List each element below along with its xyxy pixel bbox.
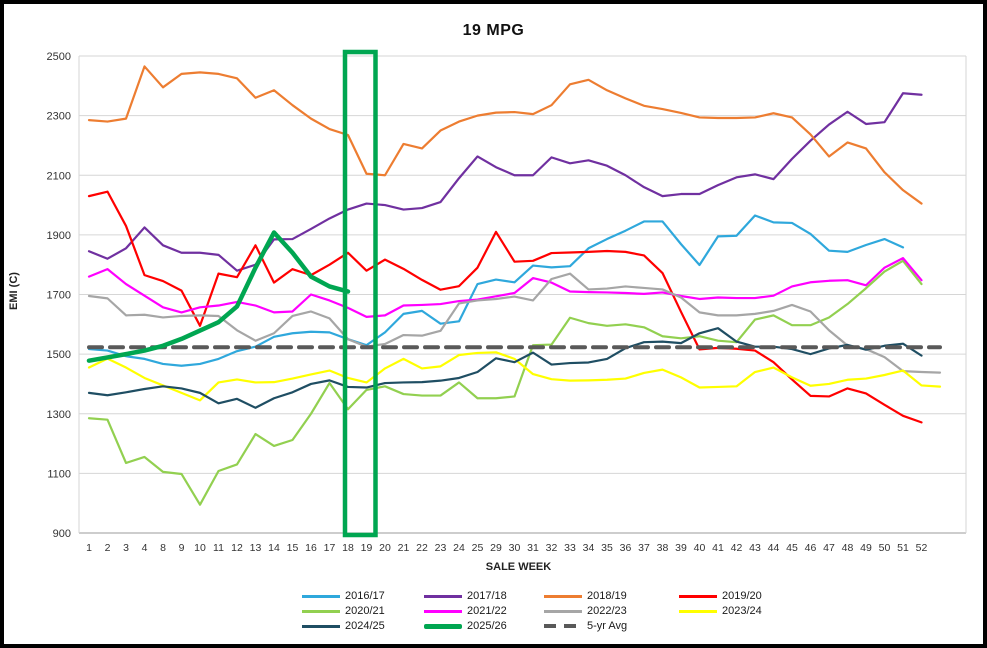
highlight-box [342, 49, 378, 538]
x-tick-label-24: 24 [453, 542, 465, 554]
x-tick-label-46: 46 [805, 542, 817, 554]
x-tick-label-49: 49 [860, 542, 872, 554]
y-tick-label-1500: 1500 [47, 349, 71, 361]
series-line-2020-21 [87, 259, 923, 506]
x-tick-label-40: 40 [694, 542, 706, 554]
x-tick-label-48: 48 [842, 542, 854, 554]
x-tick-label-44: 44 [768, 542, 780, 554]
x-tick-label-14: 14 [268, 542, 280, 554]
series-line-2023-24 [87, 351, 942, 402]
x-tick-label-32: 32 [546, 542, 558, 554]
x-tick-label-33: 33 [564, 542, 576, 554]
series-line-2024-25 [87, 327, 923, 409]
x-tick-label-22: 22 [416, 542, 428, 554]
x-tick-label-29: 29 [490, 542, 502, 554]
y-tick-label-900: 900 [53, 528, 71, 540]
y-tick-label-1900: 1900 [47, 230, 71, 242]
x-tick-label-51: 51 [897, 542, 909, 554]
x-tick-label-3: 3 [123, 542, 129, 554]
x-tick-label-1: 1 [86, 542, 92, 554]
x-tick-label-13: 13 [250, 542, 262, 554]
x-tick-label-11: 11 [213, 542, 224, 554]
x-tick-label-18: 18 [342, 542, 354, 554]
x-tick-label-52: 52 [916, 542, 928, 554]
x-tick-label-12: 12 [231, 542, 243, 554]
y-tick-label-1700: 1700 [47, 290, 71, 302]
x-tick-label-21: 21 [398, 542, 410, 554]
x-tick-label-50: 50 [879, 542, 891, 554]
x-tick-label-45: 45 [786, 542, 798, 554]
x-tick-label-34: 34 [583, 542, 595, 554]
x-tick-label-20: 20 [379, 542, 391, 554]
x-tick-label-19: 19 [361, 542, 373, 554]
x-tick-label-4: 4 [142, 542, 148, 554]
x-tick-label-42: 42 [731, 542, 743, 554]
x-tick-label-37: 37 [638, 542, 650, 554]
x-tick-label-38: 38 [657, 542, 669, 554]
x-tick-label-30: 30 [509, 542, 521, 554]
x-tick-label-9: 9 [179, 542, 185, 554]
x-tick-label-35: 35 [601, 542, 613, 554]
y-tick-label-2300: 2300 [47, 111, 71, 123]
y-tick-label-2100: 2100 [47, 170, 71, 182]
series-line-2021-22 [87, 257, 923, 318]
series-line-2017-18 [87, 92, 923, 272]
x-tick-label-8: 8 [160, 542, 166, 554]
x-tick-label-39: 39 [675, 542, 687, 554]
y-tick-label-1300: 1300 [47, 409, 71, 421]
x-tick-label-16: 16 [305, 542, 317, 554]
x-tick-label-15: 15 [287, 542, 299, 554]
x-tick-label-23: 23 [435, 542, 447, 554]
series-line-2018-19 [87, 65, 923, 205]
x-tick-label-31: 31 [527, 542, 539, 554]
x-tick-label-25: 25 [472, 542, 484, 554]
chart-title: 19 MPG [462, 22, 525, 39]
y-tick-label-2500: 2500 [47, 51, 71, 63]
x-tick-label-41: 41 [712, 542, 724, 554]
series-line-2019-20 [87, 190, 923, 424]
x-tick-label-17: 17 [324, 542, 336, 554]
x-axis-title: SALE WEEK [485, 561, 552, 573]
y-tick-label-1100: 1100 [47, 468, 71, 480]
x-tick-label-2: 2 [105, 542, 111, 554]
x-tick-label-43: 43 [749, 542, 761, 554]
series-line-2016-17 [87, 214, 905, 367]
series-line-2025-26 [86, 230, 351, 363]
x-tick-label-10: 10 [194, 542, 206, 554]
series-line-2022-23 [87, 272, 942, 374]
x-tick-label-47: 47 [823, 542, 835, 554]
x-tick-label-36: 36 [620, 542, 632, 554]
